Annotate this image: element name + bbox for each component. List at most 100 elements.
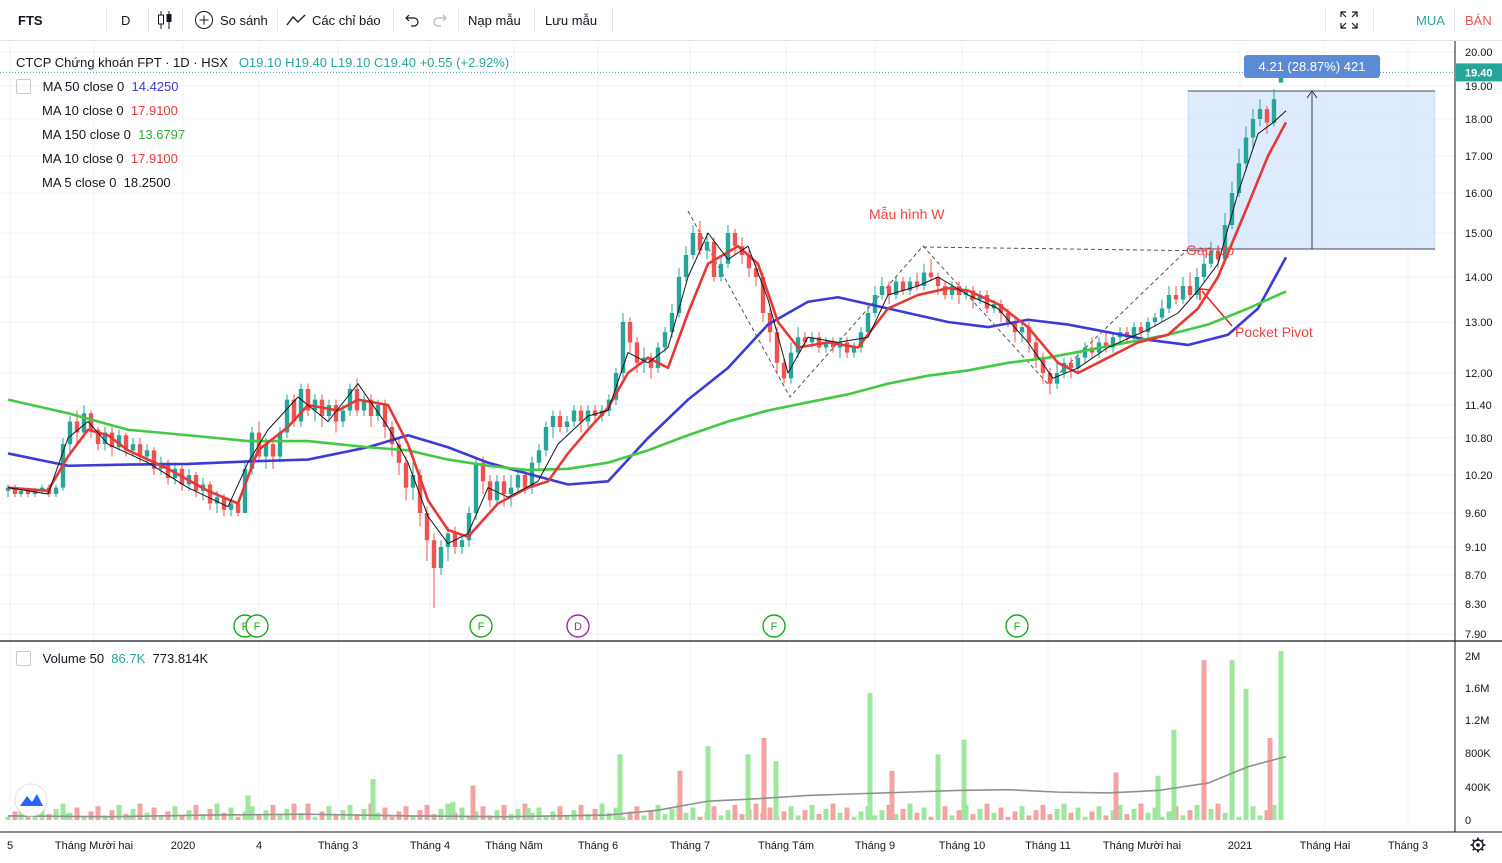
pocket-pivot-label[interactable]: Pocket Pivot [1235,324,1313,340]
w-pattern-label[interactable]: Mẫu hình W [869,206,945,222]
volume-bar [1110,810,1116,820]
candle-body [620,322,626,373]
volume-bar [928,816,934,820]
svg-text:F: F [1014,621,1021,633]
volume-bar [39,804,45,820]
candle-body [753,268,759,277]
time-tick-label: Tháng 11 [1025,840,1071,852]
volume-tick-label: 1.2M [1465,715,1489,727]
tradingview-logo-icon[interactable] [14,783,48,817]
undo-button[interactable] [404,0,420,40]
candle-body [795,337,801,353]
price-chart[interactable]: 20.00 19.00 18.00 17.00 16.00 15.00 14.00 13.00… [0,41,1502,863]
w-pattern-pivot-line[interactable] [922,246,1216,252]
ma50-line[interactable] [7,256,1288,486]
volume-bar [46,814,52,820]
candle-body [1187,286,1193,295]
candle-body [361,399,367,411]
interval-button[interactable]: D [121,0,130,40]
candle-body [1264,109,1270,123]
indicator-row[interactable]: MA 150 close 0 13.6797 [16,123,509,147]
volume-bar [956,810,962,820]
candle-body [347,389,353,411]
measure-badge [1244,55,1380,78]
collapse-toggle[interactable] [16,651,31,667]
volume-bar [221,812,227,820]
volume-bar [137,803,143,820]
candle-body [802,337,808,343]
ma150-line[interactable] [7,290,1287,472]
fullscreen-icon [1340,11,1358,29]
gap-up-label[interactable]: Gap Up [1186,242,1234,258]
volume-bar [677,770,683,820]
candle-body [914,281,920,286]
save-template-button[interactable]: Lưu mẫu [545,0,597,40]
volume-tick-label: 400K [1465,782,1491,794]
candle-body [858,332,864,348]
event-marker[interactable]: F [762,614,786,638]
candle-body [263,444,269,457]
candle-body [1138,327,1144,333]
volume-bar [522,803,528,820]
volume-bar [172,806,178,820]
candle-body [942,286,948,295]
indicator-label: MA 50 close 0 [42,79,125,94]
candle-body [480,462,486,482]
candle-body [1131,327,1137,338]
volume-tick-label: 800K [1465,748,1491,760]
time-tick-label: Tháng 3 [318,840,358,852]
compare-button[interactable]: So sánh [194,0,268,40]
volume-bar [634,806,640,820]
volume-bar [1243,688,1249,820]
volume-bar [515,808,521,820]
volume-average-line[interactable] [7,755,1287,818]
pocket-pivot-arrow[interactable] [1201,290,1233,327]
price-tick-label: 20.00 [1465,47,1493,59]
candle-body [221,497,227,510]
candle-body [1257,109,1263,119]
volume-bar [375,812,381,820]
volume-bar [585,814,591,820]
candlestick-icon [157,10,173,30]
collapse-toggle[interactable] [16,79,31,95]
indicator-row[interactable]: MA 10 close 0 17.9100 [16,99,509,123]
time-tick-label: Tháng 3 [1388,840,1428,852]
indicator-row[interactable]: MA 5 close 0 18.2500 [16,171,509,195]
symbol-search-button[interactable]: FTS [18,0,43,40]
candle-body [1047,373,1053,384]
volume-tick-label: 0 [1465,815,1471,827]
time-tick-label: 2020 [171,840,195,852]
event-marker[interactable]: D [566,614,590,638]
event-marker[interactable]: F [245,614,269,638]
volume-bar [536,807,542,820]
fullscreen-button[interactable] [1340,0,1358,40]
ma5-line[interactable] [7,110,1287,545]
volume-bar [1236,816,1242,820]
volume-bar [1159,816,1165,820]
redo-icon [432,13,448,27]
volume-legend[interactable]: Volume 50 86.7K 773.814K [16,649,208,669]
volume-bar [200,814,206,820]
buy-button[interactable]: MUA [1416,0,1445,40]
sell-button[interactable]: BÁN [1465,0,1492,40]
ma10-line[interactable] [7,121,1288,539]
settings-gear-icon[interactable] [1470,837,1486,853]
event-marker[interactable]: F [469,614,493,638]
volume-bar [125,815,131,820]
indicators-button[interactable]: Các chỉ báo [286,0,381,40]
volume-bar [564,815,570,820]
load-template-button[interactable]: Nạp mẫu [468,0,521,40]
candle-body [25,490,31,494]
indicator-row[interactable]: MA 50 close 0 14.4250 [16,75,509,99]
svg-text:F: F [771,621,778,633]
w-pattern-line[interactable] [687,210,1189,398]
volume-bar [1089,811,1095,820]
event-marker[interactable]: F [1005,614,1029,638]
volume-bar [1026,815,1032,820]
candle-body [963,290,969,295]
chart-style-button[interactable] [157,0,173,40]
indicator-row[interactable]: MA 10 close 0 17.9100 [16,147,509,171]
candle-body [1068,362,1074,368]
chart-legend: CTCP Chứng khoán FPT · 1D · HSX O19.10 H… [16,51,509,195]
redo-button[interactable] [432,0,448,40]
